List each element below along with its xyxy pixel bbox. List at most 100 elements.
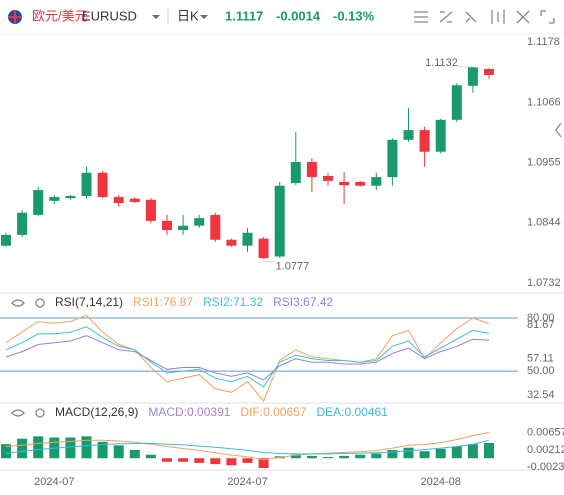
candle-body [113, 197, 124, 204]
macd-bar [194, 458, 205, 463]
macd-bar [306, 455, 317, 459]
candle-body [33, 190, 44, 215]
y-tick-label: 1.1178 [527, 36, 560, 48]
y-tick-label: 50.00 [527, 365, 555, 377]
gear-icon[interactable] [35, 408, 45, 418]
toolbar [414, 10, 555, 24]
y-tick-label: -0.00233 [527, 461, 564, 473]
macd-bar [290, 454, 301, 459]
candle-body [178, 225, 189, 231]
candle-body [274, 185, 285, 257]
x-tick-label: 2024-08 [421, 476, 461, 488]
macd-bar [65, 437, 76, 459]
legend-entry: MACD:0.00391 [148, 405, 230, 419]
y-tick-label: 0.00212 [527, 444, 564, 456]
macd-bar [484, 442, 494, 459]
period[interactable]: 日K [177, 8, 199, 23]
candle-body [81, 172, 92, 196]
tool-candle[interactable] [491, 10, 505, 24]
rsi-line [5, 335, 490, 381]
y-tick-label: 81.67 [527, 319, 555, 331]
candle-body [451, 85, 462, 120]
macd-bar [178, 458, 189, 462]
legend-entry: RSI2:71.32 [203, 295, 263, 309]
candle-body [162, 220, 172, 231]
price: 1.1117 [225, 8, 263, 23]
rsi-line [5, 314, 490, 403]
y-tick-label: 1.0844 [527, 216, 561, 228]
macd-bar [81, 436, 92, 459]
candle-body [17, 212, 28, 235]
tool-draw[interactable] [439, 11, 453, 23]
symbol-dropdown[interactable] [152, 15, 160, 19]
y-tick-label: 0.00657 [527, 426, 564, 438]
rsi-title: RSI(7,14,21) [55, 295, 123, 309]
flag-cross [8, 10, 22, 24]
macd-bar [323, 457, 333, 459]
macd-bar [162, 458, 172, 462]
candle-body [435, 119, 446, 152]
candle-body [467, 67, 478, 86]
rsi-icons [11, 298, 45, 308]
candle-body [1, 234, 11, 246]
macd-bar [33, 436, 44, 459]
macd-bar [226, 458, 237, 466]
candle-body [419, 130, 430, 152]
eye-icon[interactable] [11, 299, 25, 307]
y-tick-label: 80.00 [527, 312, 555, 324]
candle-body [226, 239, 237, 246]
macd-bar [1, 444, 11, 459]
tool-fullscreen[interactable] [540, 10, 555, 24]
rsi-line [5, 326, 490, 388]
macd-bar [451, 446, 462, 459]
eye-icon[interactable] [11, 409, 25, 417]
y-tick-label: 1.0732 [527, 277, 561, 289]
candle-body [403, 130, 414, 140]
candle-body [49, 197, 60, 201]
candle-body [97, 172, 108, 198]
candle-body [323, 176, 333, 181]
macd-bar [242, 458, 253, 463]
legend-entry: RSI3:67.42 [273, 295, 333, 309]
macd-bar [97, 441, 108, 459]
macd-bar [419, 451, 430, 459]
candle-body [242, 232, 253, 246]
y-tick-label: 32.54 [527, 389, 555, 401]
macd-bar [371, 453, 382, 459]
candle-body [210, 214, 221, 240]
symbol-code[interactable]: EURUSD [82, 8, 137, 23]
candle-body [387, 139, 398, 178]
macd-bar [387, 450, 398, 459]
macd-bar [129, 450, 140, 459]
collapse-arrow[interactable] [555, 122, 562, 138]
tool-lines[interactable] [414, 11, 428, 23]
tool-close[interactable] [516, 10, 530, 24]
candle-body [194, 218, 205, 226]
x-tick-label: 2024-07 [227, 476, 267, 488]
macd-bar [403, 447, 414, 459]
legend-entry: DIF:0.00657 [240, 405, 306, 419]
macd-bar [210, 458, 221, 465]
candle-body [290, 161, 301, 184]
y-tick-label: 57.11 [527, 352, 554, 364]
candle-body [65, 195, 76, 199]
macd-icons [11, 408, 45, 418]
annotation: 1.0777 [276, 261, 310, 273]
change: -0.0014 [276, 8, 321, 23]
candle-body [145, 199, 156, 221]
candle-body [339, 181, 350, 186]
y-tick-label: 1.1066 [527, 96, 561, 108]
candle-body [371, 177, 382, 186]
macd-bar [339, 455, 350, 459]
tool-pen[interactable] [465, 11, 477, 23]
legend-entry: RSI1:76.87 [133, 295, 193, 309]
symbol-name[interactable]: 欧元/美元 [32, 8, 88, 23]
candle-body [484, 69, 494, 75]
gear-icon[interactable] [35, 298, 45, 308]
candle-body [258, 238, 269, 259]
y-tick-label: 1.0955 [527, 156, 561, 168]
macd-bar [258, 458, 269, 468]
macd-bar [145, 454, 156, 459]
period-dropdown[interactable] [200, 15, 208, 19]
